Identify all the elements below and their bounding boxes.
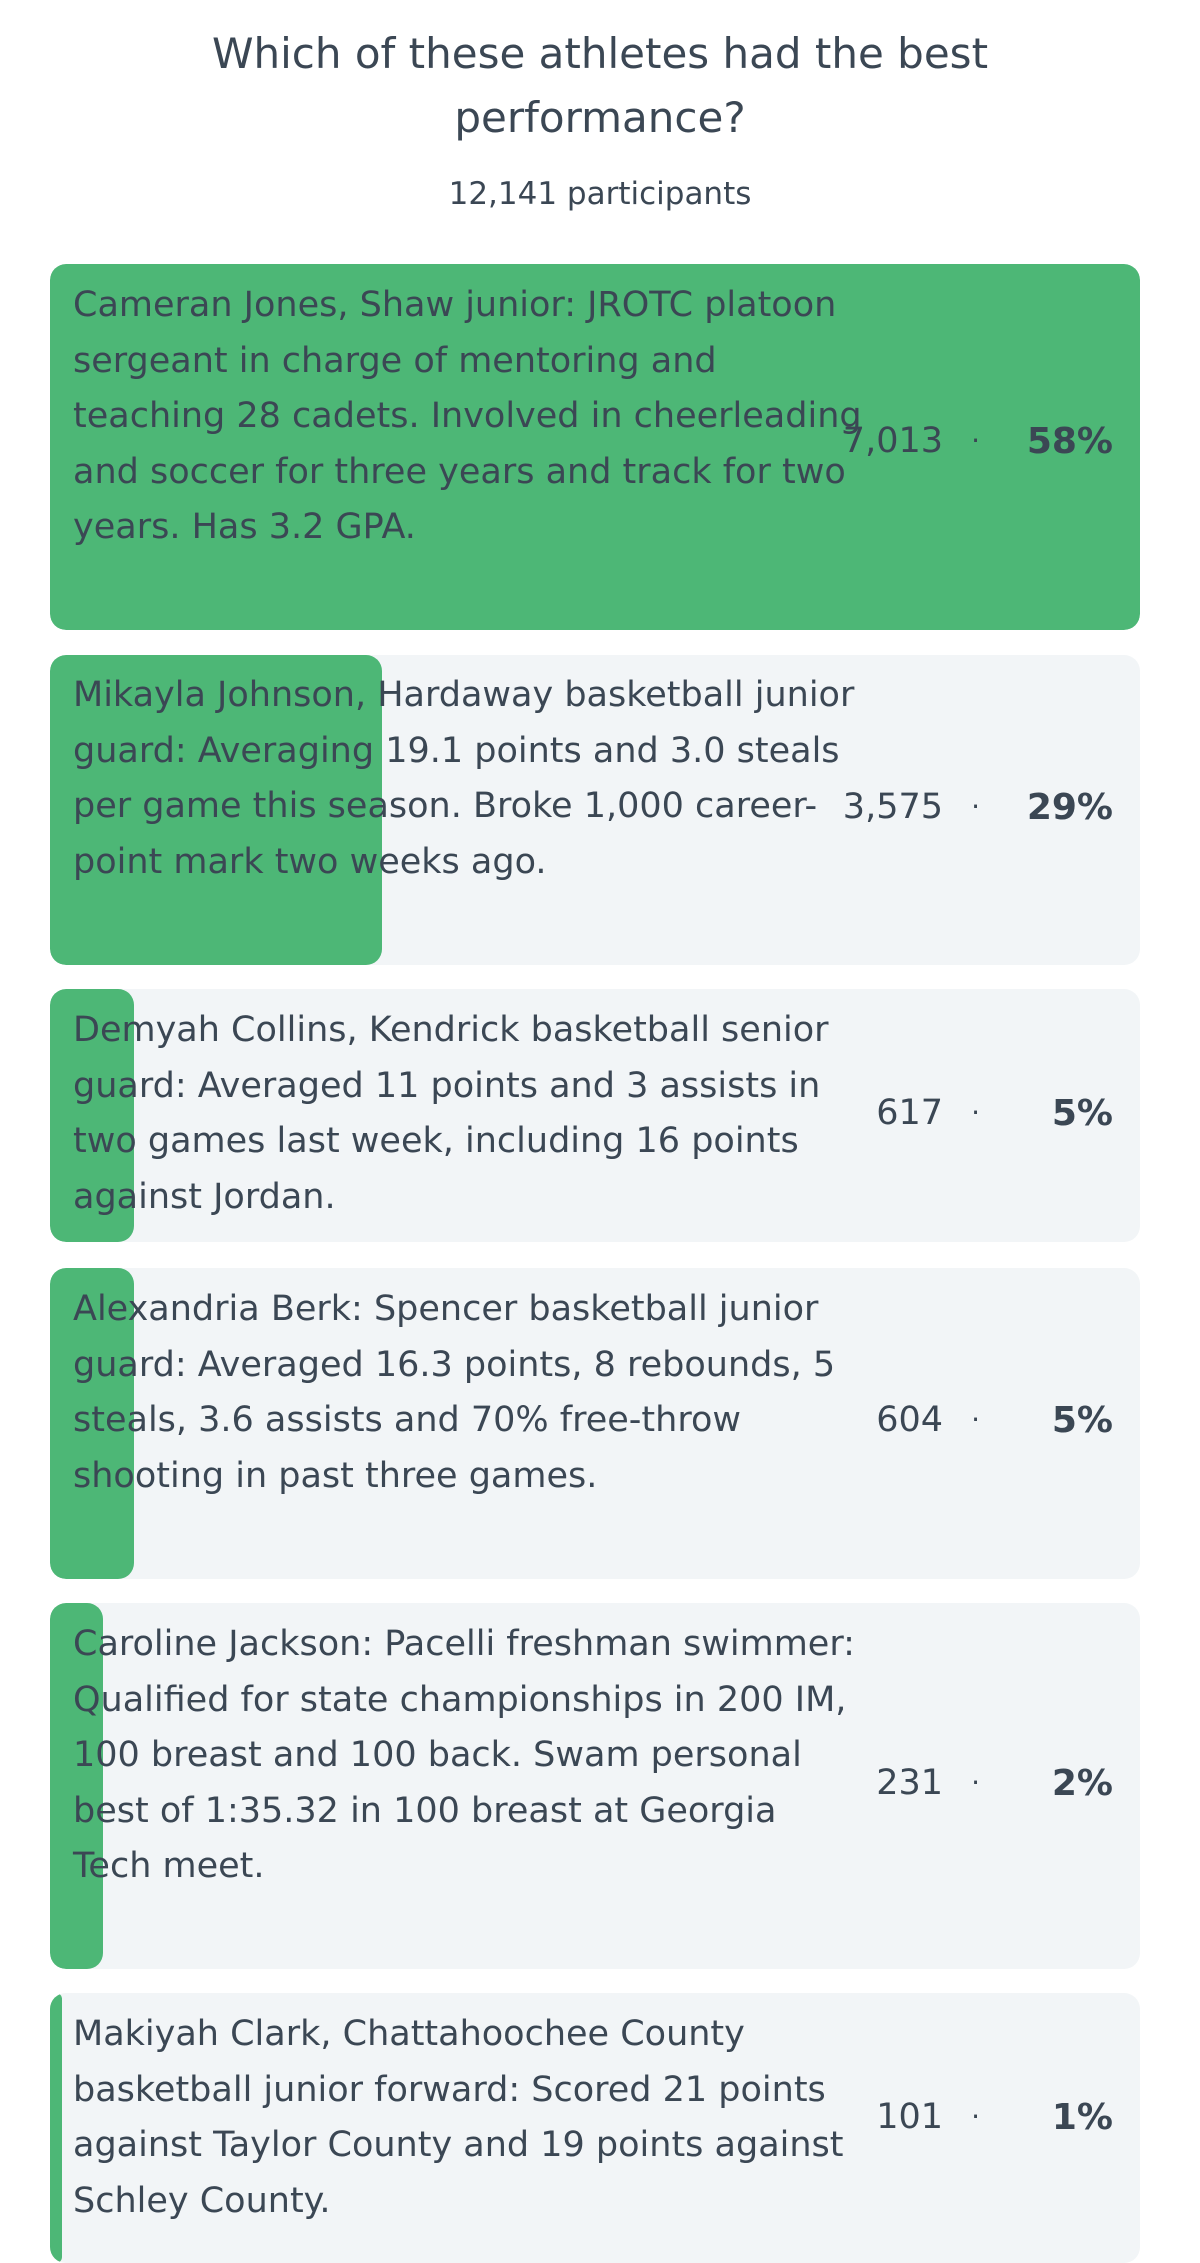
vote-count: 3,575 — [842, 787, 943, 827]
separator-dot: · — [971, 1766, 980, 1799]
option-text: Alexandria Berk: Spencer basketball juni… — [73, 1289, 836, 1496]
vote-count: 7,013 — [842, 421, 943, 461]
poll-option-alexandria-berk[interactable]: Alexandria Berk: Spencer basketball juni… — [50, 1268, 1140, 1579]
participant-count: 12,141 participants — [448, 176, 752, 212]
result-bar — [50, 264, 1140, 630]
vote-percent: 58% — [1026, 421, 1113, 462]
poll-option-caroline-jackson[interactable]: Caroline Jackson: Pacelli freshman swimm… — [50, 1603, 1140, 1969]
separator-dot: · — [971, 1403, 980, 1436]
vote-percent: 1% — [1051, 2097, 1113, 2138]
poll-option-demyah-collins[interactable]: Demyah Collins, Kendrick basketball seni… — [50, 989, 1140, 1242]
result-bar — [50, 1603, 103, 1969]
option-text: Caroline Jackson: Pacelli freshman swimm… — [73, 1624, 855, 1886]
result-bar — [50, 655, 382, 965]
option-text: Makiyah Clark, Chattahoochee County bask… — [73, 2014, 844, 2221]
vote-count: 617 — [876, 1093, 943, 1133]
vote-count: 231 — [876, 1763, 943, 1803]
poll-question: Which of these athletes had the best per… — [211, 29, 989, 142]
result-bar — [50, 1268, 134, 1579]
vote-count: 604 — [876, 1400, 943, 1440]
vote-percent: 5% — [1051, 1093, 1113, 1134]
vote-count: 101 — [876, 2097, 943, 2137]
separator-dot: · — [971, 2100, 980, 2133]
vote-percent: 5% — [1051, 1400, 1113, 1441]
vote-percent: 29% — [1026, 787, 1113, 828]
result-bar — [50, 1993, 62, 2263]
result-bar — [50, 989, 134, 1242]
separator-dot: · — [971, 790, 980, 823]
option-text: Cameran Jones, Shaw junior: JROTC platoo… — [73, 285, 862, 547]
separator-dot: · — [971, 1096, 980, 1129]
option-text: Mikayla Johnson, Hardaway basketball jun… — [73, 675, 855, 882]
option-text: Demyah Collins, Kendrick basketball seni… — [73, 1010, 829, 1217]
poll-option-makiyah-clark[interactable]: Makiyah Clark, Chattahoochee County bask… — [50, 1993, 1140, 2263]
poll-option-mikayla-johnson[interactable]: Mikayla Johnson, Hardaway basketball jun… — [50, 655, 1140, 965]
poll-option-cameran-jones[interactable]: Cameran Jones, Shaw junior: JROTC platoo… — [50, 264, 1140, 630]
separator-dot: · — [971, 424, 980, 457]
vote-percent: 2% — [1051, 1763, 1113, 1804]
